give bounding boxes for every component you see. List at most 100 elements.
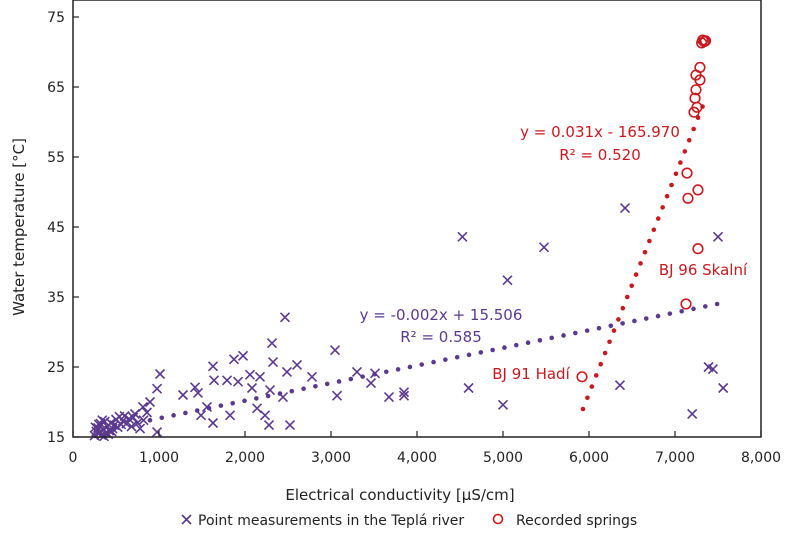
x-tick-label: 7,000 — [655, 450, 695, 466]
river-measurement-point — [383, 392, 395, 403]
river-measurement-point — [246, 382, 258, 394]
x-axis-label: Electrical conductivity [μS/cm] — [285, 486, 514, 504]
river-measurement-point — [398, 390, 410, 401]
river-trendline-dot — [466, 352, 472, 358]
river-measurement-point — [207, 417, 219, 429]
y-tick-label: 35 — [47, 290, 65, 306]
river-measurement-point — [284, 420, 296, 431]
river-measurement-point — [251, 403, 263, 414]
river-measurement-point — [177, 389, 189, 401]
river-trendline-dot — [159, 415, 165, 421]
river-measurement-point — [132, 417, 143, 429]
legend-x-icon — [181, 514, 192, 525]
river-measurement-point — [207, 361, 219, 372]
springs-trendline-dot — [647, 238, 652, 244]
river-measurement-point — [263, 420, 275, 431]
springs-trendline-dot — [651, 227, 657, 233]
river-measurement-point — [138, 415, 149, 426]
river-trendline-dot — [549, 335, 555, 341]
river-measurement-point — [151, 383, 163, 394]
river-measurement-point — [687, 408, 698, 419]
river-measurement-point — [237, 350, 249, 361]
river-trendline-dot — [608, 323, 614, 329]
x-tick-label: 5,000 — [483, 450, 523, 466]
river-measurement-point — [137, 401, 149, 412]
y-tick-label: 75 — [47, 10, 65, 26]
river-measurement-point — [264, 385, 276, 396]
river-measurement-point — [106, 426, 117, 437]
river-trendline-dot — [407, 364, 413, 370]
legend-label-river: Point measurements in the Teplá river — [198, 513, 464, 529]
river-measurement-point — [266, 338, 278, 349]
river-trendline-dot — [395, 367, 401, 372]
river-trendline-dot — [431, 359, 436, 365]
river-measurement-point — [291, 359, 303, 370]
y-tick-label: 15 — [47, 430, 65, 446]
springs-trendline-dot — [638, 261, 643, 266]
river-trendline-dot — [691, 306, 696, 312]
river-measurement-point — [224, 410, 236, 421]
springs-trendline-dot — [686, 137, 692, 143]
springs-trendline-dot — [611, 328, 617, 333]
river-measurement-point — [192, 387, 204, 398]
river-trendline-dot — [254, 396, 259, 401]
river-measurement-point — [718, 382, 729, 394]
spring-point — [576, 371, 588, 383]
springs-trendline-dot — [691, 126, 696, 132]
springs-trendline-dot — [585, 395, 590, 401]
x-tick-label: 1,000 — [139, 450, 179, 466]
river-measurement-point — [208, 375, 220, 386]
x-tick-label: 8,000 — [741, 450, 781, 466]
river-trendline-dot — [419, 362, 425, 367]
purple-trend-equation: y = -0.002x + 15.506 — [360, 306, 523, 324]
legend: Point measurements in the Teplá river Re… — [181, 513, 637, 529]
river-measurement-point — [144, 396, 156, 408]
springs-trendline-dot — [664, 193, 670, 199]
river-measurement-point — [306, 371, 318, 382]
river-measurement-point — [154, 368, 166, 380]
river-measurement-point — [267, 357, 279, 368]
river-measurement-point — [126, 421, 137, 432]
y-tick-label: 65 — [47, 80, 65, 96]
x-tick-label: 6,000 — [569, 450, 609, 466]
springs-trendline-dot — [655, 216, 661, 221]
river-trendline-dot — [537, 338, 543, 343]
river-measurement-point — [279, 312, 291, 323]
spring-point — [690, 84, 702, 96]
river-measurement-point — [538, 242, 550, 253]
river-trendline-dot — [147, 417, 153, 423]
x-tick-label: 2,000 — [225, 450, 265, 466]
river-measurement-point — [614, 380, 626, 391]
annotation-bj96: BJ 96 Skalní — [659, 261, 748, 279]
river-trendline-dot — [643, 316, 649, 321]
river-trendline-dot — [443, 357, 448, 362]
river-measurement-point — [135, 423, 146, 434]
river-trendline-dot — [289, 388, 295, 394]
river-measurement-point — [221, 375, 233, 386]
spring-point — [692, 243, 704, 255]
river-trendline-dot — [632, 318, 637, 324]
river-measurement-point — [141, 407, 153, 418]
river-measurement-point — [189, 382, 201, 393]
spring-point — [692, 184, 704, 196]
springs-trendline-dot — [633, 272, 639, 277]
x-tick-label: 4,000 — [397, 450, 437, 466]
springs-trendline-dot — [642, 249, 648, 255]
river-measurement-point — [712, 231, 724, 242]
red-trend-equation: y = 0.031x - 165.970 — [520, 123, 680, 141]
river-trendline-dot — [242, 398, 247, 404]
spring-point — [681, 167, 693, 179]
river-measurement-point — [331, 390, 343, 401]
springs-trendline-dot — [629, 283, 634, 289]
river-measurement-point — [497, 399, 509, 410]
springs-trendline-dot — [673, 171, 679, 177]
river-trendline-dot — [383, 369, 389, 375]
river-measurement-point — [244, 369, 256, 380]
springs-trendline-dot — [616, 317, 621, 322]
springs-trendline-dot — [607, 339, 612, 345]
river-trendline-dot — [584, 328, 590, 333]
springs-trendline-dot — [589, 384, 595, 389]
river-trendline-dot — [655, 313, 661, 319]
river-trendline-dot — [490, 347, 495, 353]
